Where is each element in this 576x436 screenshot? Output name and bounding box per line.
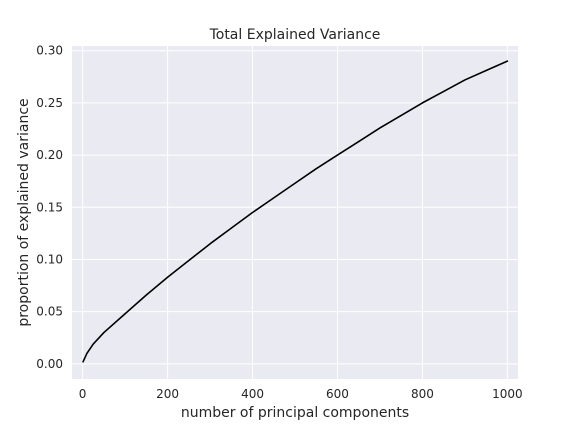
y-tick-label: 0.00	[36, 357, 63, 371]
x-tick-label: 1000	[492, 387, 523, 401]
series-group	[82, 60, 509, 363]
y-tick-labels: 0.00 0.05 0.10 0.15 0.20 0.25 0.30	[36, 44, 63, 371]
y-tick-label: 0.10	[36, 252, 63, 266]
y-gridlines	[72, 50, 518, 365]
y-tick-label: 0.15	[36, 200, 63, 214]
y-axis-label: proportion of explained variance	[16, 98, 32, 326]
y-tick-label: 0.30	[36, 44, 63, 58]
x-tick-label: 400	[241, 387, 264, 401]
series-line	[82, 60, 509, 363]
x-axis-label: number of principal components	[181, 405, 409, 421]
x-tick-label: 200	[156, 387, 179, 401]
y-tick-label: 0.20	[36, 148, 63, 162]
x-tick-label: 0	[79, 387, 87, 401]
y-tick-label: 0.05	[36, 305, 63, 319]
x-tick-labels: 0 200 400 600 800 1000	[79, 387, 523, 401]
y-tick-label: 0.25	[36, 96, 63, 110]
x-tick-label: 800	[411, 387, 434, 401]
chart-title: Total Explained Variance	[209, 27, 381, 43]
plot-area	[72, 46, 518, 379]
x-tick-label: 600	[326, 387, 349, 401]
